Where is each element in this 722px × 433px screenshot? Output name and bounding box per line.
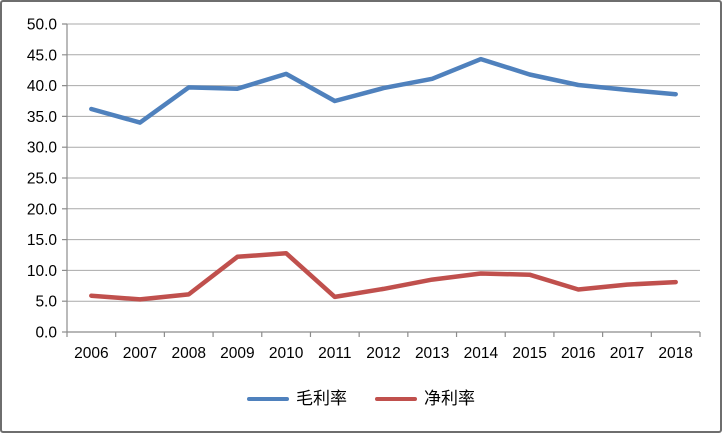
- x-tick-label: 2013: [415, 345, 449, 362]
- x-tick-label: 2009: [220, 345, 254, 362]
- x-tick-label: 2015: [512, 345, 546, 362]
- gross-margin-line-swatch-icon: [247, 396, 289, 401]
- x-tick-label: 2016: [561, 345, 595, 362]
- x-tick-label: 2008: [171, 345, 205, 362]
- legend-label-net-margin: 净利率: [424, 389, 475, 408]
- gross-margin-line[interactable]: [89, 56, 678, 125]
- x-tick-label: 2014: [464, 345, 499, 362]
- y-tick-label: 15.0: [27, 232, 58, 249]
- y-tick-label: 10.0: [27, 263, 58, 280]
- y-tick-label: 20.0: [27, 201, 58, 218]
- y-tick-label: 30.0: [27, 140, 58, 157]
- legend-item-net-margin[interactable]: 净利率: [375, 390, 475, 407]
- x-tick-label: 2007: [123, 345, 157, 362]
- y-tick-label: 35.0: [27, 109, 58, 126]
- x-tick-label: 2010: [269, 345, 304, 362]
- x-tick-label: 2011: [318, 345, 351, 362]
- axes: [62, 23, 701, 337]
- y-tick-label: 40.0: [27, 78, 58, 95]
- legend: 毛利率 净利率: [2, 390, 720, 407]
- gridlines: [67, 23, 700, 302]
- x-tick-label: 2018: [658, 345, 692, 362]
- net-margin-line-swatch-icon: [375, 396, 417, 401]
- x-axis-labels: 2006 2007 2008 2009 2010 2011 2012 2013 2014 2015…: [74, 345, 693, 362]
- y-tick-label: 45.0: [27, 47, 58, 64]
- y-tick-label: 50.0: [27, 17, 58, 34]
- y-tick-label: 25.0: [27, 171, 58, 188]
- y-tick-label: 5.0: [35, 294, 57, 311]
- x-tick-label: 2006: [74, 345, 108, 362]
- legend-item-gross-margin[interactable]: 毛利率: [247, 390, 347, 407]
- y-axis-labels: 0.0 5.0 10.0 15.0 20.0 25.0 30.0 35.0 40.0 45.0 50…: [27, 17, 58, 342]
- legend-label-gross-margin: 毛利率: [296, 389, 347, 408]
- y-tick-label: 0.0: [35, 325, 57, 342]
- x-tick-label: 2012: [366, 345, 400, 362]
- net-margin-line[interactable]: [89, 250, 678, 302]
- x-tick-label: 2017: [610, 345, 644, 362]
